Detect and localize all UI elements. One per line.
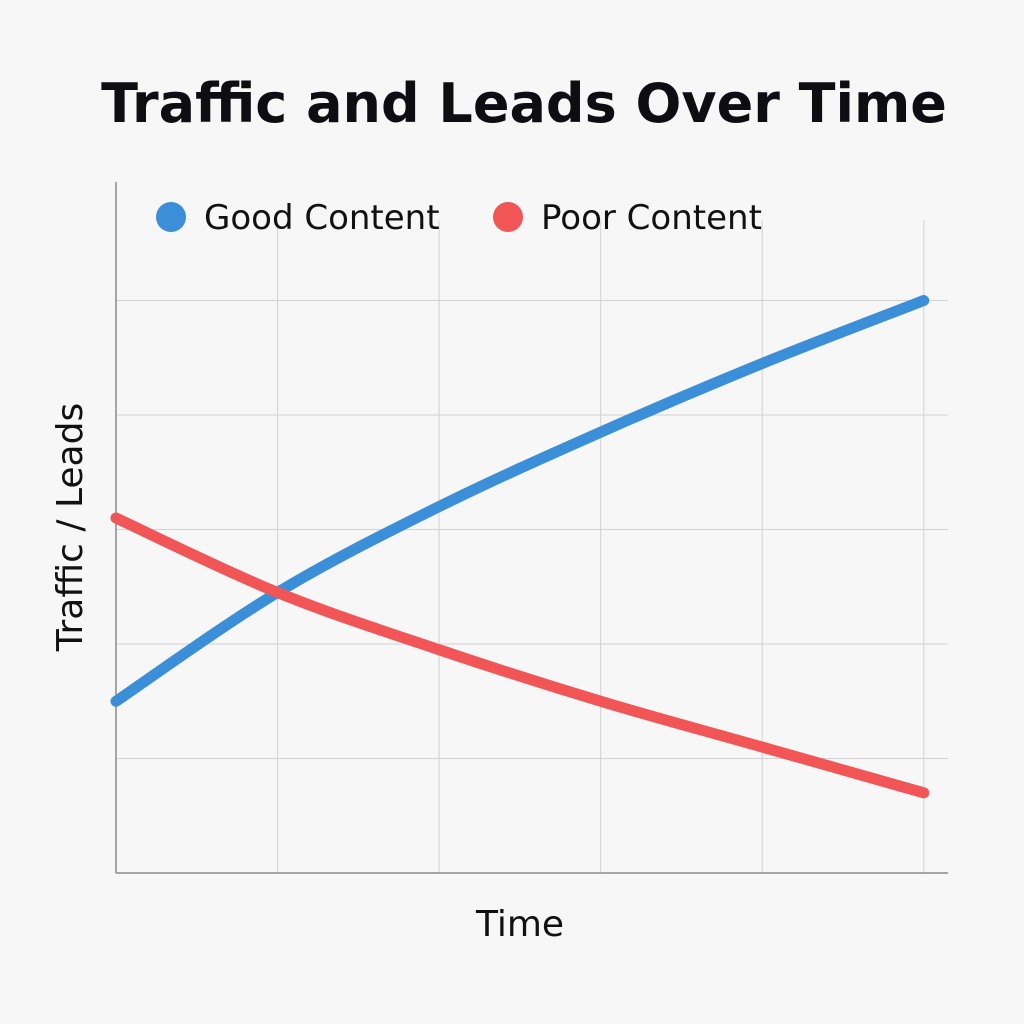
chart-title: Traffic and Leads Over Time: [101, 72, 947, 135]
legend: Good Content Poor Content: [156, 198, 762, 238]
series-layer: [110, 295, 930, 799]
legend-marker-good-content: [156, 202, 186, 232]
legend-marker-poor-content: [493, 202, 523, 232]
grid: [116, 220, 948, 873]
legend-label-good-content: Good Content: [204, 198, 440, 238]
y-axis-label: Traffic / Leads: [50, 403, 91, 652]
series-line-good-content: [110, 295, 930, 707]
x-axis-label: Time: [475, 904, 564, 945]
legend-item-poor-content: Poor Content: [493, 198, 762, 238]
series-line-poor-content: [110, 512, 930, 799]
legend-label-poor-content: Poor Content: [541, 198, 762, 238]
legend-item-good-content: Good Content: [156, 198, 440, 238]
